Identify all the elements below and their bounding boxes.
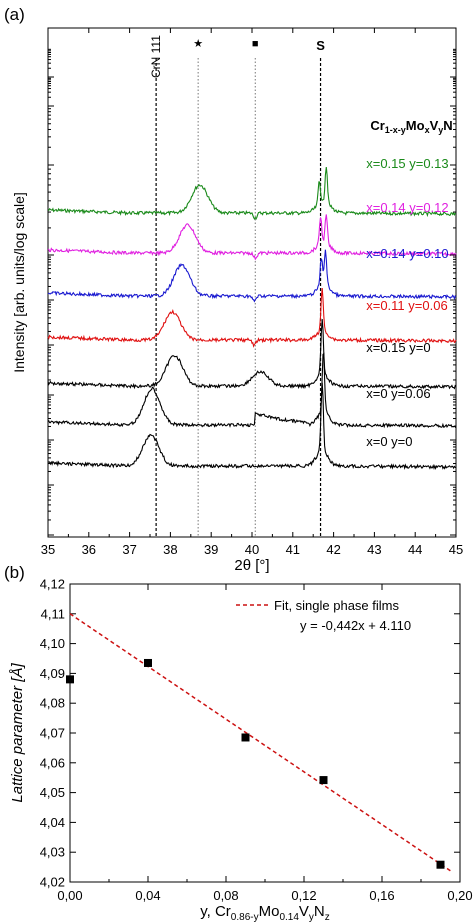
panel-a-y-ticks — [48, 48, 456, 536]
legend-title-part: x — [425, 125, 430, 135]
y-tick-label: 4,06 — [40, 755, 65, 770]
y-tick-label: 4,03 — [40, 845, 65, 860]
xrd-curve — [47, 249, 457, 303]
xrd-curve — [47, 352, 457, 429]
x-label-part: Mo — [259, 903, 280, 920]
x-tick-label: 0,04 — [135, 888, 160, 903]
y-tick-label: 4,05 — [40, 785, 65, 800]
series-label: x=0 y=0 — [366, 434, 412, 449]
data-point — [66, 675, 74, 684]
panel-a-legend-title: Cr1-x-yMoxVyN — [370, 118, 452, 135]
y-tick-label: 4,08 — [40, 696, 65, 711]
x-tick-label: 38 — [163, 542, 177, 557]
data-point — [144, 658, 152, 667]
xrd-curve — [47, 288, 457, 348]
y-tick-label: 4,07 — [40, 726, 65, 741]
series-label: x=0 y=0.06 — [366, 386, 430, 401]
data-points — [66, 658, 445, 869]
x-tick-label: 45 — [449, 542, 463, 557]
reference-label-substrate: S — [316, 38, 325, 53]
x-label-part: V — [299, 903, 309, 920]
x-label-part: N — [314, 903, 325, 920]
legend-fit-equation: y = -0,442x + 4.110 — [300, 618, 411, 633]
fit-line — [69, 613, 453, 873]
x-tick-label: 0,12 — [291, 888, 316, 903]
legend-title-part: y — [438, 125, 443, 135]
legend-title-part: V — [430, 118, 439, 133]
y-tick-label: 4,11 — [41, 606, 65, 621]
panel-b-legend: Fit, single phase films y = -0,442x + 4.… — [236, 598, 411, 633]
x-tick-label: 35 — [41, 542, 55, 557]
reference-label-marker: ★ — [193, 38, 203, 50]
panel-a-label: (a) — [4, 5, 25, 24]
x-label-part: 0.86-y — [231, 912, 259, 922]
x-tick-label: 43 — [367, 542, 381, 557]
xrd-curve — [47, 167, 457, 221]
panel-b-x-axis-label: y, Cr0.86-yMo0.14VyNz — [200, 903, 330, 922]
x-tick-label: 41 — [286, 542, 300, 557]
y-tick-label: 4,12 — [40, 577, 65, 592]
panel-a-xrd: (a) CrN 111 ★ ■ S 35 36 37 38 39 40 41 42 43 44 45 x=… — [4, 5, 463, 574]
panel-a-x-ticks: 35 36 37 38 39 40 41 42 43 44 45 — [41, 28, 463, 557]
panel-a-frame — [47, 27, 457, 538]
legend-title-part: Mo — [406, 118, 425, 133]
x-tick-label: 42 — [326, 542, 340, 557]
x-tick-label: 39 — [204, 542, 218, 557]
xrd-curve — [47, 214, 457, 261]
series-label: x=0.14 y=0.10 — [366, 246, 448, 261]
legend-title-part: N — [443, 118, 452, 133]
legend-title-part: Cr — [370, 118, 384, 133]
x-tick-label: 44 — [408, 542, 422, 557]
x-tick-label: 40 — [245, 542, 259, 557]
data-point — [319, 776, 328, 785]
reference-label-crn: CrN 111 — [149, 35, 163, 78]
panel-b-y-axis-label: Lattice parameter [Å] — [9, 663, 26, 803]
series-label: x=0.15 y=0 — [366, 340, 430, 355]
xrd-curve — [47, 382, 457, 471]
panel-a-y-axis-label: Intensity [arb. units/log scale] — [11, 192, 27, 373]
data-point — [436, 860, 445, 869]
series-labels: x=0.15 y=0.13 x=0.14 y=0.12 x=0.14 y=0.10 x… — [366, 156, 448, 449]
x-tick-label: 36 — [82, 542, 96, 557]
y-tick-label: 4,04 — [40, 815, 65, 830]
x-tick-label: 0,20 — [447, 888, 472, 903]
panel-a-x-axis-label: 2θ [°] — [234, 557, 269, 574]
series-label: x=0.11 y=0.06 — [366, 298, 447, 313]
data-point — [241, 733, 250, 742]
x-label-part: y, Cr — [200, 903, 231, 920]
y-tick-label: 4,02 — [40, 875, 65, 890]
x-tick-label: 0,00 — [57, 888, 82, 903]
panel-b-label: (b) — [4, 563, 25, 582]
x-tick-label: 0,16 — [369, 888, 394, 903]
series-label: x=0.14 y=0.12 — [366, 200, 448, 215]
legend-title-part: 1-x-y — [385, 125, 406, 135]
x-label-part: 0.14 — [279, 912, 299, 922]
x-tick-label: 0,08 — [213, 888, 238, 903]
panel-b-x-ticks: 0,00 0,04 0,08 0,12 0,16 0,20 — [57, 584, 473, 903]
x-tick-label: 37 — [122, 542, 136, 557]
y-tick-label: 4,09 — [40, 666, 65, 681]
panel-b-y-ticks: 4,02 4,03 4,04 4,05 4,06 4,07 4,08 4,09 4,10 4,11… — [40, 577, 460, 890]
x-label-part: z — [325, 912, 330, 922]
series-label: x=0.15 y=0.13 — [366, 156, 448, 171]
y-tick-label: 4,10 — [40, 636, 65, 651]
x-label-part: y — [309, 912, 314, 922]
xrd-curve — [47, 319, 457, 390]
reference-label-marker: ■ — [252, 38, 259, 50]
xrd-curves — [47, 167, 457, 471]
reference-lines: CrN 111 ★ ■ S — [149, 35, 325, 537]
panel-b-lattice: (b) 0,00 0,04 0,08 0,12 0,16 0,20 4,024,034,0… — [4, 563, 473, 922]
legend-fit-label: Fit, single phase films — [274, 598, 399, 613]
